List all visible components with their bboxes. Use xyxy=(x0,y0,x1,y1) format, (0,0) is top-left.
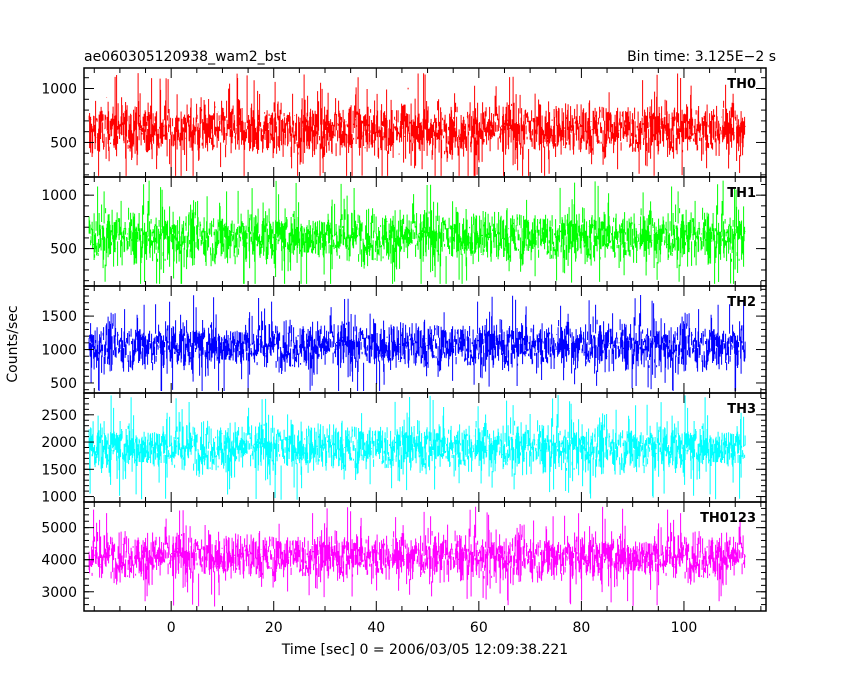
y-tick-label: 4000 xyxy=(41,553,77,569)
panel-th0123: 3000 4000 5000 TH0123 xyxy=(41,501,767,612)
series-th0 xyxy=(88,73,746,176)
panel-th3: 1000 1500 2000 2500 TH3 xyxy=(41,392,767,506)
panel-label-th3: TH3 xyxy=(727,402,756,417)
panel-label-th0123: TH0123 xyxy=(700,511,756,526)
series-th1 xyxy=(88,180,746,284)
series-th3 xyxy=(88,395,746,500)
y-tick-label: 1000 xyxy=(41,188,77,204)
y-tick-label: 500 xyxy=(50,135,77,151)
series-th2 xyxy=(88,295,746,391)
y-tick-label: 500 xyxy=(50,242,77,258)
y-tick-label: 2000 xyxy=(41,435,77,451)
y-tick-label: 1000 xyxy=(41,343,77,359)
panel-label-th1: TH1 xyxy=(727,186,756,201)
y-tick-label: 1000 xyxy=(41,82,77,98)
x-tick-label: 20 xyxy=(265,620,283,636)
panels-group: 500 1000 TH0 500 1000 TH1 500 1000 1500 TH2 1000 15… xyxy=(41,67,767,612)
series-th0123 xyxy=(88,506,746,607)
panel-label-th0: TH0 xyxy=(727,77,756,92)
panel-frame xyxy=(83,501,767,612)
x-tick-label: 40 xyxy=(367,620,385,636)
x-tick-labels: 0 20 40 60 80 100 xyxy=(167,620,698,636)
bin-time-label: Bin time: 3.125E−2 s xyxy=(627,49,776,65)
y-tick-label: 1000 xyxy=(41,490,77,506)
panel-th2: 500 1000 1500 TH2 xyxy=(41,285,767,394)
y-tick-label: 1500 xyxy=(41,309,77,325)
y-tick-label: 1500 xyxy=(41,462,77,478)
x-axis-label: Time [sec] 0 = 2006/03/05 12:09:38.221 xyxy=(281,642,568,658)
y-axis-label: Counts/sec xyxy=(5,305,21,382)
x-tick-label: 80 xyxy=(572,620,590,636)
x-tick-label: 100 xyxy=(671,620,698,636)
chart-title: ae060305120938_wam2_bst xyxy=(84,49,287,65)
panel-label-th2: TH2 xyxy=(727,295,756,310)
x-tick-label: 60 xyxy=(470,620,488,636)
y-tick-label: 2500 xyxy=(41,408,77,424)
y-tick-label: 3000 xyxy=(41,585,77,601)
x-tick-label: 0 xyxy=(167,620,176,636)
y-tick-label: 5000 xyxy=(41,521,77,537)
panel-th1: 500 1000 TH1 xyxy=(41,176,767,287)
y-tick-label: 500 xyxy=(50,376,77,392)
panel-th0: 500 1000 TH0 xyxy=(41,67,767,178)
